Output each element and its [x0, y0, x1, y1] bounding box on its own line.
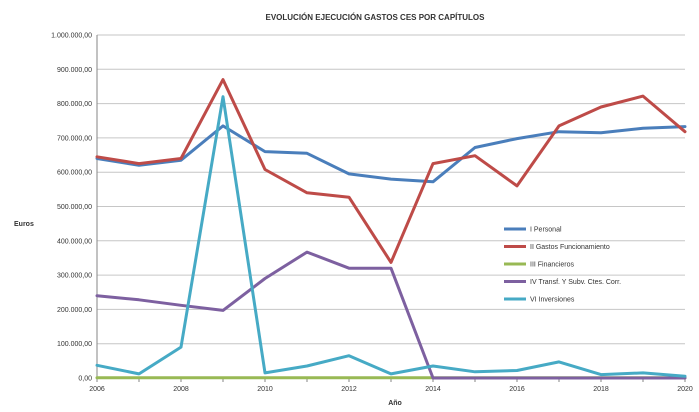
series-line-2 [95, 78, 687, 264]
x-tick-label: 2010 [257, 386, 273, 393]
series-lines [95, 78, 687, 380]
y-tick-label: 700.000,00 [57, 135, 92, 142]
x-tick-label: 2018 [593, 386, 609, 393]
x-tick-label: 2020 [677, 386, 693, 393]
legend: I Personal II Gastos Funcionamiento III Fi… [504, 227, 621, 304]
y-tick-label: 900.000,00 [57, 67, 92, 74]
y-tick-label: 400.000,00 [57, 238, 92, 245]
legend-label: VI Inversiones [530, 297, 575, 304]
x-tick-label: 2008 [173, 386, 189, 393]
x-tick-label: 2014 [425, 386, 441, 393]
y-tick-label: 200.000,00 [57, 307, 92, 314]
x-axis-title: Año [388, 400, 402, 407]
gridlines [97, 34, 685, 345]
y-tick-labels: 0,00 100.000,00 200.000,00 300.000,00 400.00… [51, 33, 92, 383]
series-line-1 [95, 124, 687, 184]
x-tick-label: 2012 [341, 386, 357, 393]
series-line-4 [95, 250, 687, 380]
chart-title: EVOLUCIÓN EJECUCIÓN GASTOS CES POR CAPÍT… [266, 13, 486, 22]
y-tick-label: 300.000,00 [57, 273, 92, 280]
y-tick-label: 800.000,00 [57, 101, 92, 108]
x-tick-labels: 2006 2008 2010 2012 2014 2016 2018 2020 [89, 386, 693, 393]
y-tick-label: 100.000,00 [57, 341, 92, 348]
legend-label: IV Transf. Y Subv. Ctes. Corr. [530, 279, 621, 286]
y-tick-label: 1.000.000,00 [51, 33, 92, 40]
x-tick-label: 2016 [509, 386, 525, 393]
legend-label: III Financieros [530, 262, 574, 269]
y-tick-label: 0,00 [78, 376, 92, 383]
legend-label: II Gastos Funcionamiento [530, 244, 610, 251]
y-axis-title: Euros [14, 221, 34, 228]
legend-label: I Personal [530, 227, 562, 234]
x-tick-label: 2006 [89, 386, 105, 393]
y-tick-label: 600.000,00 [57, 170, 92, 177]
y-tick-label: 500.000,00 [57, 204, 92, 211]
series-line-5 [95, 95, 687, 378]
